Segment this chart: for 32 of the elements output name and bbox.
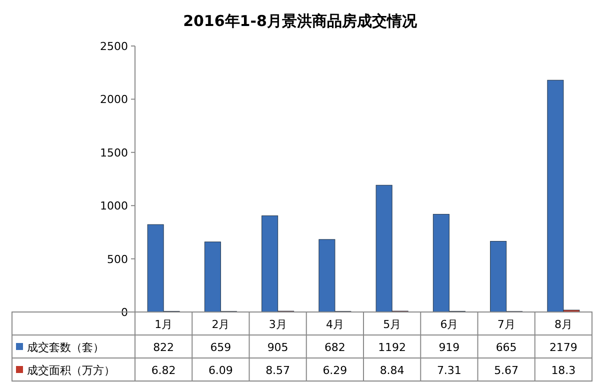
data-label: 1192	[378, 341, 406, 354]
y-tick-label: 1500	[100, 146, 128, 160]
x-tick-label: 7月	[497, 318, 516, 331]
x-tick-label: 8月	[554, 318, 572, 331]
x-tick-label: 4月	[326, 318, 344, 331]
legend-label: 成交面积（万方）	[27, 364, 115, 377]
legend-label: 成交套数（套）	[27, 341, 104, 354]
data-label: 5.67	[494, 364, 519, 377]
data-label: 18.3	[551, 364, 576, 377]
x-tick-label: 2月	[212, 318, 230, 331]
data-label: 2179	[549, 341, 578, 354]
y-tick-label: 1000	[100, 200, 128, 213]
data-label: 682	[324, 341, 346, 354]
x-tick-label: 1月	[154, 318, 173, 331]
data-label: 665	[496, 341, 517, 354]
y-tick-label: 2500	[100, 40, 128, 53]
y-tick-label: 2000	[100, 93, 128, 106]
x-tick-label: 5月	[383, 318, 402, 331]
x-tick-label: 3月	[268, 318, 287, 331]
data-label: 6.29	[322, 364, 348, 377]
data-label: 6.82	[151, 364, 176, 377]
data-label: 659	[210, 341, 232, 354]
data-label: 8.84	[380, 364, 404, 377]
data-label: 822	[153, 341, 174, 354]
chart-title: 2016年1-8月景洪商品房成交情况	[183, 12, 418, 30]
data-label: 905	[267, 341, 288, 354]
y-tick-label: 500	[107, 252, 128, 266]
data-label: 7.31	[436, 364, 462, 377]
data-label: 6.09	[208, 364, 233, 377]
x-tick-label: 6月	[440, 318, 458, 331]
data-label: 8.57	[266, 364, 290, 377]
data-label: 919	[438, 341, 460, 354]
